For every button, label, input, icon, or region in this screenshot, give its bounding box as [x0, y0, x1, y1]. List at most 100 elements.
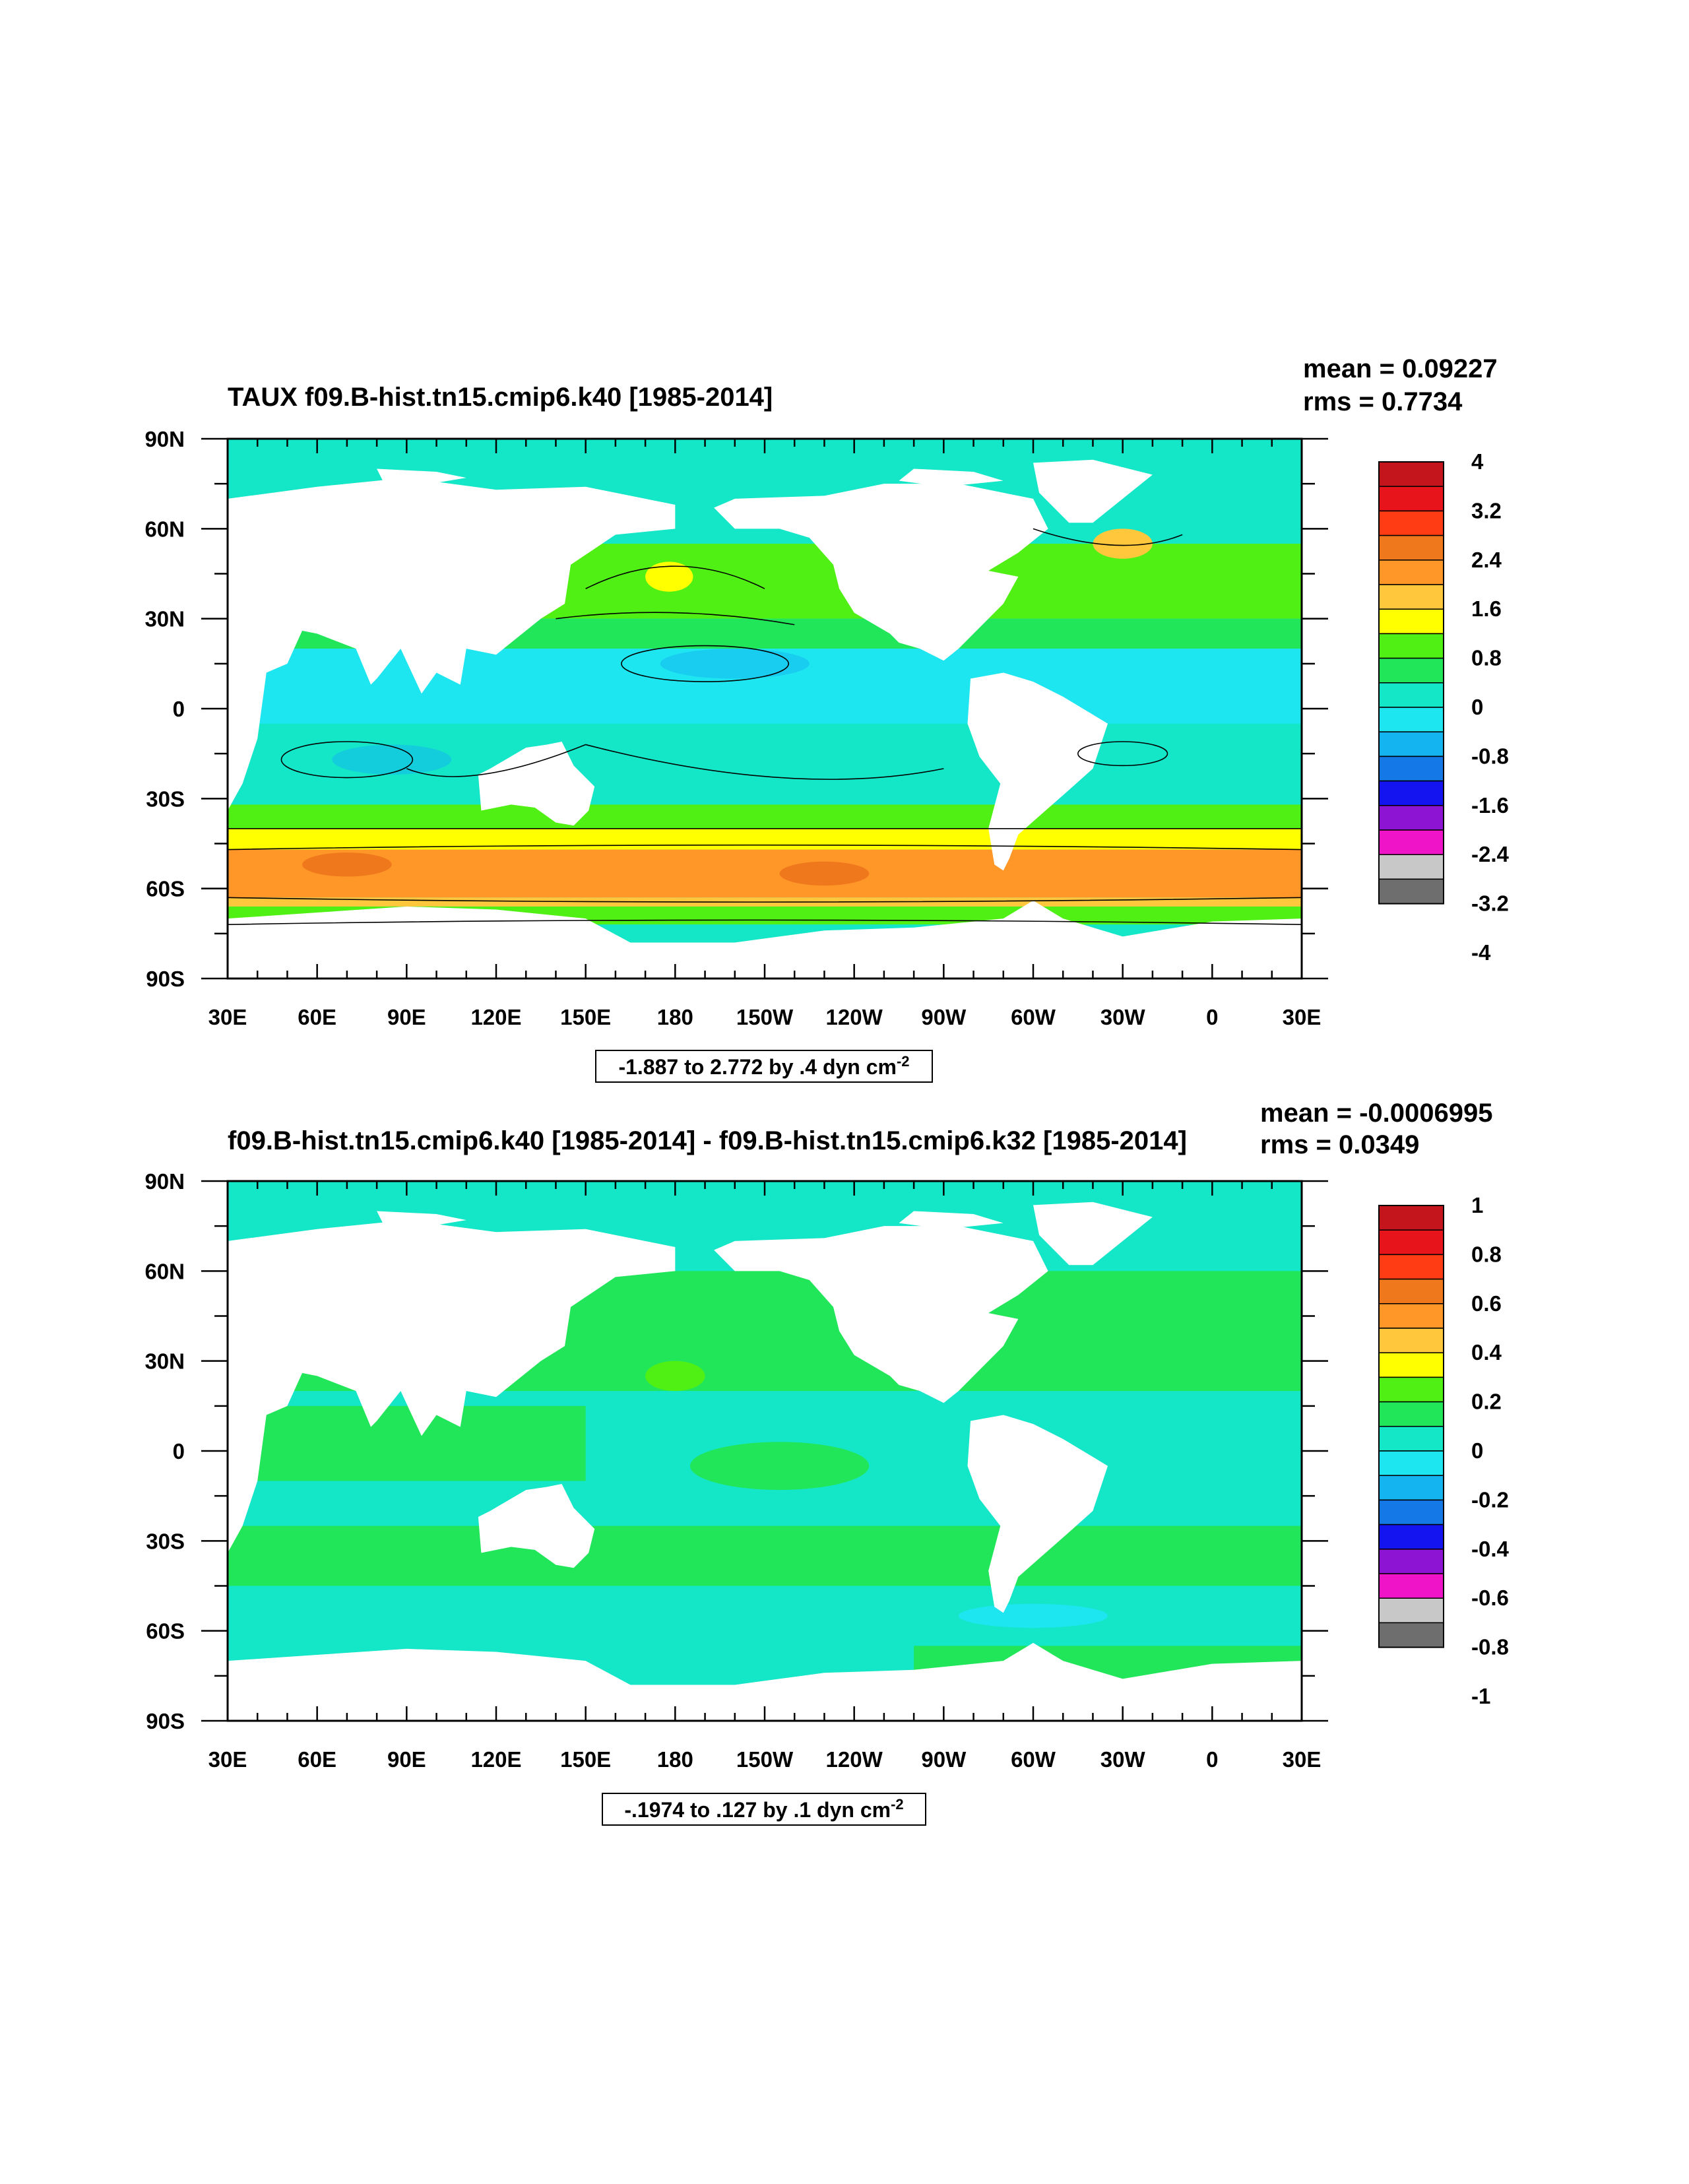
bottom-colorbar-label: 1	[1471, 1193, 1483, 1217]
top-axis-ticks	[201, 437, 1328, 980]
bottom-colorbar-swatch	[1378, 1278, 1444, 1304]
top-lon-label: 30E	[1283, 1005, 1322, 1029]
bottom-colorbar-swatch	[1378, 1376, 1444, 1403]
top-lon-label: 90E	[387, 1005, 426, 1029]
bottom-lat-label: 30N	[144, 1349, 185, 1374]
bottom-lon-label: 120E	[470, 1747, 521, 1772]
top-colorbar-label: -3.2	[1471, 891, 1509, 916]
bottom-colorbar-swatch	[1378, 1328, 1444, 1353]
bottom-lon-label: 150W	[736, 1747, 794, 1772]
top-title: TAUX f09.B-hist.tn15.cmip6.k40 [1985-201…	[228, 383, 773, 412]
top-colorbar-swatch	[1378, 657, 1444, 684]
top-colorbar-label: 3.2	[1471, 498, 1502, 523]
bottom-caption-text: -.1974 to .127 by .1 dyn cm	[624, 1798, 891, 1822]
top-panel: TAUX f09.B-hist.tn15.cmip6.k40 [1985-201…	[144, 354, 1510, 1083]
top-colorbar-label: 4	[1471, 449, 1484, 474]
bottom-colorbar-swatch	[1378, 1475, 1444, 1501]
bottom-colorbar-swatch	[1378, 1254, 1444, 1280]
bottom-lon-label: 150E	[560, 1747, 611, 1772]
top-lon-label: 150W	[736, 1005, 794, 1029]
bottom-rms: rms = 0.0349	[1260, 1130, 1419, 1159]
top-lat-label: 30N	[144, 607, 185, 631]
bottom-colorbar-label: -0.8	[1471, 1635, 1509, 1659]
top-colorbar-swatch	[1378, 510, 1444, 536]
bottom-lon-label: 90W	[921, 1747, 967, 1772]
top-rms: rms = 0.7734	[1303, 387, 1463, 416]
top-lon-label: 180	[657, 1005, 693, 1029]
bottom-title: f09.B-hist.tn15.cmip6.k40 [1985-2014] - …	[228, 1126, 1187, 1155]
top-mean: mean = 0.09227	[1303, 354, 1498, 383]
bottom-axis-ticks	[201, 1180, 1328, 1722]
bottom-lon-label: 30W	[1100, 1747, 1146, 1772]
top-map	[228, 439, 1302, 979]
bottom-colorbar-swatch	[1378, 1229, 1444, 1256]
top-colorbar-swatch	[1378, 608, 1444, 635]
top-caption-box	[595, 1050, 933, 1083]
bottom-colorbar-label: -0.2	[1471, 1487, 1509, 1512]
top-colorbar-frame	[1378, 461, 1444, 905]
top-lon-label: 60W	[1011, 1005, 1056, 1029]
bottom-lat-labels: 90N 60N 30N 0 30S 60S 90S	[144, 1169, 185, 1733]
bottom-colorbar-label: 0.2	[1471, 1390, 1502, 1414]
bottom-colorbar-label: 0	[1471, 1438, 1483, 1463]
top-lon-label: 150E	[560, 1005, 611, 1029]
top-colorbar-swatch	[1378, 780, 1444, 806]
bottom-colorbar-swatch	[1378, 1450, 1444, 1476]
bottom-colorbar-swatch	[1378, 1499, 1444, 1526]
bottom-colorbar-label: -1	[1471, 1684, 1490, 1708]
top-colorbar-swatch	[1378, 854, 1444, 880]
bottom-lon-label: 0	[1206, 1747, 1218, 1772]
bottom-colorbar-label: -0.4	[1471, 1537, 1510, 1561]
top-lat-label: 90S	[146, 967, 185, 991]
top-colorbar-swatch	[1378, 560, 1444, 585]
bottom-mean: mean = -0.0006995	[1260, 1099, 1492, 1128]
bottom-colorbar-swatch	[1378, 1352, 1444, 1378]
top-colorbar-swatch	[1378, 707, 1444, 732]
top-colorbar-swatch	[1378, 682, 1444, 708]
bottom-lon-label: 60W	[1011, 1747, 1056, 1772]
top-caption-exp: -2	[897, 1053, 910, 1070]
top-lon-label: 120W	[826, 1005, 883, 1029]
bottom-colorbar-swatch	[1378, 1426, 1444, 1452]
top-colorbar-swatch	[1378, 486, 1444, 512]
top-colorbar-label: -2.4	[1471, 842, 1510, 866]
top-lat-label: 60N	[144, 517, 185, 541]
top-colorbar-label: -4	[1471, 940, 1491, 965]
top-caption: -1.887 to 2.772 by .4 dyn cm-2	[618, 1053, 909, 1079]
bottom-map	[228, 1181, 1302, 1721]
bottom-colorbar-label: 0.8	[1471, 1242, 1502, 1266]
top-lat-label: 30S	[146, 787, 185, 811]
top-lon-label: 120E	[470, 1005, 521, 1029]
bottom-lon-label: 30E	[1283, 1747, 1322, 1772]
top-colorbar-label: 0	[1471, 695, 1483, 719]
top-colorbar-label: 2.4	[1471, 548, 1502, 572]
bottom-lat-label: 0	[173, 1439, 185, 1463]
bottom-colorbar-swatch	[1378, 1524, 1444, 1550]
top-lon-label: 60E	[298, 1005, 336, 1029]
bottom-colorbar: 1 0.8 0.6 0.4 0.2 0 -0.2 -0.4 -0.6 -0.8 -1	[1378, 1193, 1510, 1708]
top-colorbar: 4 3.2 2.4 1.6 0.8 0 -0.8 -1.6 -2.4 -3.2 -4	[1378, 449, 1510, 965]
bottom-colorbar-swatch	[1378, 1303, 1444, 1329]
bottom-caption-box	[602, 1793, 926, 1826]
top-lat-label: 90N	[144, 427, 185, 451]
top-colorbar-swatch	[1378, 829, 1444, 855]
bottom-lon-labels: 30E 60E 90E 120E 150E 180 150W 120W 90W 60W 30W 0 30…	[208, 1747, 1322, 1772]
bottom-panel: f09.B-hist.tn15.cmip6.k40 [1985-2014] - …	[144, 1099, 1510, 1826]
top-colorbar-label: 1.6	[1471, 596, 1502, 621]
top-lon-label: 90W	[921, 1005, 967, 1029]
top-colorbar-swatch	[1378, 461, 1444, 487]
bottom-lon-label: 90E	[387, 1747, 426, 1772]
top-lat-labels: 90N 60N 30N 0 30S 60S 90S	[144, 427, 185, 991]
top-lon-label: 30E	[208, 1005, 247, 1029]
top-colorbar-swatch	[1378, 805, 1444, 831]
top-colorbar-label: -0.8	[1471, 744, 1509, 768]
top-lon-label: 30W	[1100, 1005, 1146, 1029]
top-lon-label: 0	[1206, 1005, 1218, 1029]
bottom-lat-label: 60N	[144, 1259, 185, 1283]
top-lat-label: 60S	[146, 877, 185, 901]
bottom-lat-label: 90N	[144, 1169, 185, 1194]
bottom-colorbar-label: -0.6	[1471, 1586, 1509, 1610]
top-colorbar-swatch	[1378, 755, 1444, 782]
top-colorbar-swatch	[1378, 731, 1444, 757]
